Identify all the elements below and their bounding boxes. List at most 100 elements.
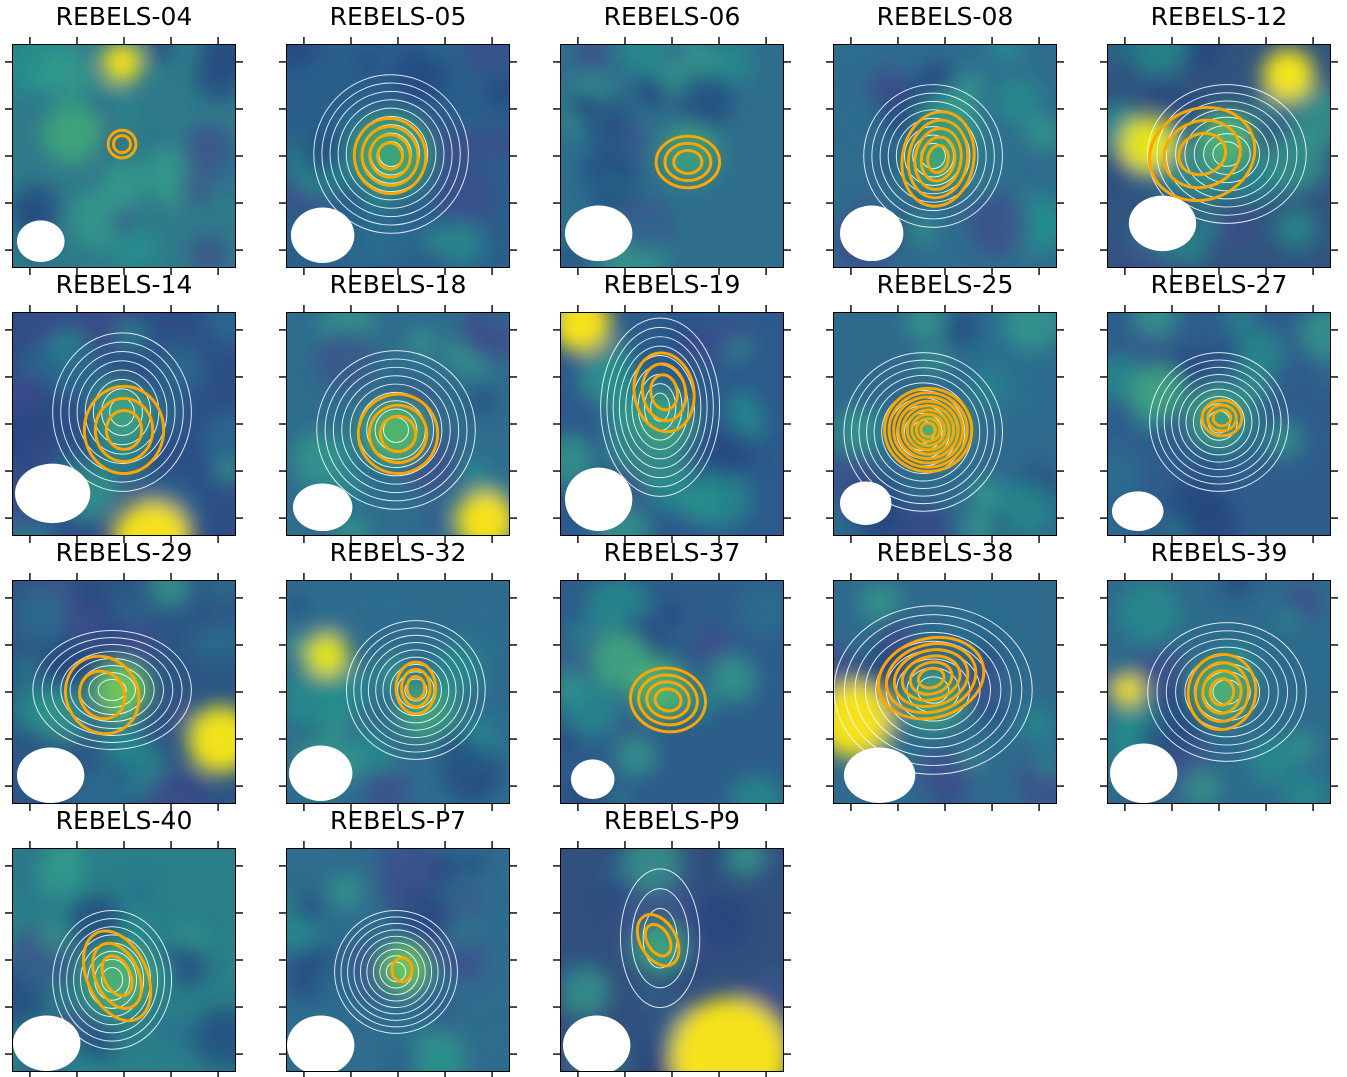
panel-title: REBELS-40 <box>55 806 193 835</box>
panel-rebels-19: REBELS-19 <box>548 268 822 543</box>
beam-ellipse <box>292 483 353 532</box>
emission-blobs <box>834 45 1056 267</box>
panel-title: REBELS-06 <box>603 2 741 31</box>
orange-contours <box>352 116 428 196</box>
cutout-image <box>13 45 235 267</box>
orange-contours <box>390 956 414 984</box>
cutout-image <box>1108 581 1330 803</box>
panel-rebels-12: REBELS-12 <box>1095 0 1347 275</box>
orange-contours <box>632 351 696 434</box>
image-cutout <box>560 44 784 268</box>
panel-rebels-32: REBELS-32 <box>274 536 548 811</box>
image-cutout <box>12 580 236 804</box>
panel-rebels-37: REBELS-37 <box>548 536 822 811</box>
beam-ellipse <box>16 747 85 803</box>
orange-contours <box>883 386 974 474</box>
beam-ellipse <box>1111 491 1164 532</box>
image-cutout <box>12 848 236 1072</box>
orange-contours <box>64 654 141 736</box>
beam-ellipse <box>16 220 65 263</box>
beam-ellipse <box>564 467 633 532</box>
panel-title: REBELS-08 <box>876 2 1014 31</box>
panel-rebels-p7: REBELS-P7 <box>274 804 548 1077</box>
beam-ellipse <box>290 207 355 264</box>
white-contours <box>52 909 173 1050</box>
beam-ellipse <box>570 759 615 800</box>
panel-rebels-40: REBELS-40 <box>0 804 274 1077</box>
cutout-image <box>287 45 509 267</box>
white-contours <box>345 620 486 760</box>
orange-contours <box>876 635 986 721</box>
orange-contours <box>654 134 722 190</box>
image-cutout <box>12 44 236 268</box>
panel-rebels-18: REBELS-18 <box>274 268 548 543</box>
image-cutout <box>1107 312 1331 536</box>
beam-ellipse <box>13 1015 81 1071</box>
panel-rebels-06: REBELS-06 <box>548 0 822 275</box>
panel-title: REBELS-32 <box>329 538 467 567</box>
panel-title: REBELS-37 <box>603 538 741 567</box>
beam-ellipse <box>564 205 633 262</box>
cutout-image <box>561 313 783 535</box>
panel-title: REBELS-27 <box>1150 270 1288 299</box>
beam-ellipse <box>288 745 353 802</box>
emission-blobs <box>287 45 509 267</box>
emission-blobs <box>287 582 509 803</box>
beam-ellipse <box>839 205 904 262</box>
image-cutout <box>560 580 784 804</box>
emission-blobs <box>561 45 753 267</box>
panel-rebels-25: REBELS-25 <box>821 268 1095 543</box>
panel-rebels-27: REBELS-27 <box>1095 268 1347 543</box>
cutout-image <box>561 849 783 1071</box>
orange-contours <box>356 392 440 476</box>
image-cutout <box>286 312 510 536</box>
panel-rebels-29: REBELS-29 <box>0 536 274 811</box>
white-contours <box>1149 352 1289 492</box>
white-contours <box>619 868 701 1009</box>
cutout-image <box>1108 45 1330 267</box>
orange-contours <box>1186 652 1258 732</box>
image-cutout <box>1107 580 1331 804</box>
orange-contours <box>81 929 153 1023</box>
beam-ellipse <box>839 481 892 526</box>
panel-title: REBELS-29 <box>55 538 193 567</box>
panel-title: REBELS-25 <box>876 270 1014 299</box>
cutout-image <box>834 45 1056 267</box>
white-contours <box>32 630 192 750</box>
emission-blobs <box>834 582 1056 803</box>
panel-title: REBELS-39 <box>1150 538 1288 567</box>
image-cutout <box>286 848 510 1072</box>
panel-title: REBELS-12 <box>1150 2 1288 31</box>
image-cutout <box>833 312 1057 536</box>
cutout-image <box>13 849 235 1071</box>
panel-rebels-39: REBELS-39 <box>1095 536 1347 811</box>
panel-title: REBELS-P9 <box>604 806 740 835</box>
orange-contours <box>106 128 138 160</box>
orange-contours <box>394 660 438 716</box>
orange-contours <box>1200 398 1244 438</box>
white-contours <box>334 909 458 1034</box>
panel-rebels-08: REBELS-08 <box>821 0 1095 275</box>
image-cutout <box>1107 44 1331 268</box>
image-cutout <box>833 44 1057 268</box>
cutout-image <box>13 313 235 535</box>
panel-rebels-38: REBELS-38 <box>821 536 1095 811</box>
beam-ellipse <box>287 1015 355 1071</box>
beam-ellipse <box>1109 743 1178 803</box>
beam-ellipse <box>1128 195 1197 252</box>
emission-blobs <box>1108 313 1330 535</box>
cutout-image <box>13 581 235 803</box>
cutout-image <box>834 581 1056 803</box>
image-cutout <box>286 580 510 804</box>
orange-contours <box>82 384 166 476</box>
cutout-image <box>287 313 509 535</box>
image-cutout <box>12 312 236 536</box>
beam-ellipse <box>843 747 916 803</box>
panel-title: REBELS-P7 <box>330 806 466 835</box>
panel-rebels-p9: REBELS-P9 <box>548 804 822 1077</box>
orange-contours <box>635 913 681 968</box>
beam-ellipse <box>14 463 91 524</box>
image-cutout <box>560 312 784 536</box>
panel-title: REBELS-04 <box>55 2 193 31</box>
cutout-image <box>287 581 509 803</box>
